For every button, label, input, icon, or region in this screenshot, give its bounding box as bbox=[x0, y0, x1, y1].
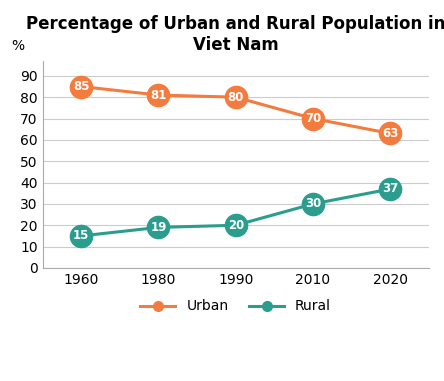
Text: 19: 19 bbox=[150, 221, 166, 234]
Text: 20: 20 bbox=[228, 219, 244, 232]
Text: %: % bbox=[12, 38, 25, 53]
Text: 63: 63 bbox=[382, 127, 399, 140]
Text: 85: 85 bbox=[73, 80, 89, 93]
Text: 15: 15 bbox=[73, 229, 89, 242]
Legend: Urban, Rural: Urban, Rural bbox=[135, 294, 337, 319]
Text: 37: 37 bbox=[382, 182, 398, 195]
Text: 30: 30 bbox=[305, 197, 321, 210]
Text: 70: 70 bbox=[305, 112, 321, 125]
Title: Percentage of Urban and Rural Population in
Viet Nam: Percentage of Urban and Rural Population… bbox=[26, 15, 444, 54]
Text: 81: 81 bbox=[150, 88, 166, 102]
Text: 80: 80 bbox=[228, 91, 244, 104]
